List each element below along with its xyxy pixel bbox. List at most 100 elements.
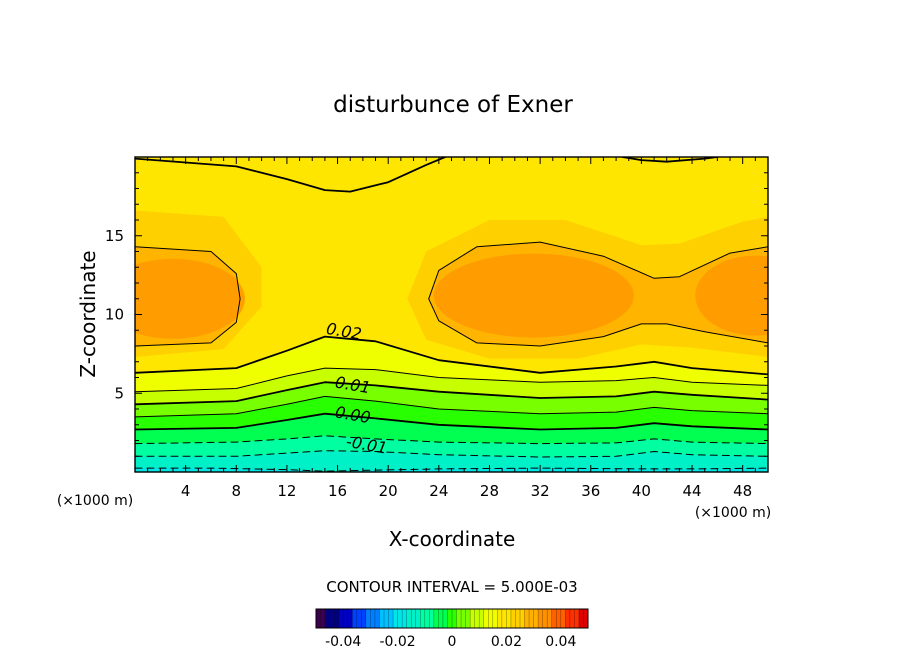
colorbar-segment-37: [483, 609, 489, 628]
colorbar-segment-0: [316, 609, 321, 628]
colorbar-segment-58: [578, 609, 584, 628]
colorbar-tick-label-4: 0.04: [545, 634, 576, 650]
contour-line-8: [135, 246, 241, 347]
colorbar-segment-54: [560, 609, 566, 628]
colorbar-segment-40: [497, 609, 503, 628]
x-axis: 4 8 12 16 20 24 28 32 36 40 44 48: [147, 157, 756, 500]
colorbar-segment-35: [474, 609, 480, 628]
x-tick-label-44: 44: [682, 482, 701, 500]
colorbar-segment-49: [538, 609, 543, 628]
colorbar-segment-55: [565, 609, 571, 628]
x-unit-left: (×1000 m): [57, 493, 133, 509]
colorbar-segment-15: [384, 609, 389, 628]
colorbar-segment-43: [510, 609, 516, 628]
contour-line-7: [135, 335, 768, 376]
y-tick-label-5: 5: [114, 384, 124, 402]
colorbar-segment-47: [529, 609, 534, 628]
colorbar-segment-8: [352, 609, 358, 628]
colorbar-segment-23: [420, 609, 426, 628]
colorbar-segment-25: [429, 609, 435, 628]
colorbar-segment-29: [447, 609, 453, 628]
colorbar-segment-48: [533, 609, 539, 628]
x-axis-label: X-coordinate: [389, 527, 516, 551]
colorbar-tick-label-0: -0.04: [325, 634, 361, 650]
colorbar-segment-44: [515, 609, 521, 628]
colorbar-segment-20: [406, 609, 412, 628]
colorbar-segment-28: [442, 609, 448, 628]
colorbar-segment-36: [479, 609, 485, 628]
contour-line-1: [135, 450, 768, 458]
x-tick-label-4: 4: [181, 482, 191, 500]
contour-line-3: [135, 412, 768, 431]
x-tick-label-12: 12: [277, 482, 296, 500]
contour-line-6: [135, 367, 768, 393]
chart-title: disturbunce of Exner: [333, 92, 573, 118]
x-tick-label-36: 36: [581, 482, 600, 500]
colorbar-segment-56: [569, 609, 575, 628]
y-tick-label-15: 15: [105, 227, 124, 245]
colorbar-segment-13: [374, 609, 380, 628]
x-tick-label-16: 16: [328, 482, 347, 500]
x-tick-label-24: 24: [429, 482, 448, 500]
contour-line-5: [135, 381, 768, 406]
x-unit-right: (×1000 m): [695, 505, 771, 521]
colorbar-segment-1: [320, 609, 326, 628]
fill-max-right: [695, 255, 768, 336]
colorbar-segment-9: [356, 609, 362, 628]
colorbar-tick-label-1: -0.02: [379, 634, 415, 650]
contour-interval-text: CONTOUR INTERVAL = 5.000E-03: [326, 578, 577, 596]
plot-area: [135, 157, 768, 472]
colorbar-segment-39: [492, 609, 498, 628]
colorbar-segment-19: [402, 609, 407, 628]
colorbar-segment-5: [338, 609, 344, 628]
colorbar-tick-label-3: 0.02: [491, 634, 522, 650]
colorbar-tick-label-2: 0: [448, 634, 457, 650]
colorbar-segment-53: [556, 609, 562, 628]
colorbar-segment-7: [347, 609, 353, 628]
fill-max-left: [135, 258, 245, 339]
colorbar-segment-22: [415, 609, 421, 628]
colorbar-frame: [315, 608, 589, 629]
colorbar-segment-38: [488, 609, 494, 628]
colorbar-segment-11: [365, 609, 371, 628]
colorbar-segment-17: [393, 609, 398, 628]
x-tick-label-48: 48: [733, 482, 752, 500]
contour-line-11: [621, 157, 719, 163]
x-tick-label-28: 28: [480, 482, 499, 500]
colorbar-segment-26: [433, 609, 439, 628]
colorbar-ticks: -0.04 -0.02 0 0.02 0.04: [325, 634, 576, 650]
colorbar-segment-21: [411, 609, 417, 628]
colorbar-segment-41: [501, 609, 507, 628]
colorbar-segment-51: [547, 609, 553, 628]
colorbar-segment-31: [456, 609, 462, 628]
colorbar-segment-3: [329, 609, 335, 628]
y-axis: 5 10 15: [105, 172, 768, 457]
contour-line-9: [428, 241, 768, 347]
colorbar-segment-27: [438, 609, 444, 628]
colorbar-segment-42: [506, 609, 512, 628]
colorbar-segment-32: [461, 609, 466, 628]
contour-line-4: [135, 395, 768, 418]
colorbar-segment-6: [343, 609, 349, 628]
colorbar-segment-30: [452, 609, 457, 628]
colorbar-segment-45: [520, 609, 525, 628]
y-tick-label-10: 10: [105, 306, 124, 324]
colorbar-segment-14: [379, 609, 385, 628]
colorbar-segment-24: [424, 609, 430, 628]
x-tick-label-32: 32: [531, 482, 550, 500]
y-axis-label: Z-coordinate: [76, 250, 100, 377]
contour-line-10: [135, 157, 447, 193]
x-tick-label-40: 40: [632, 482, 651, 500]
colorbar-segment-2: [325, 609, 330, 628]
colorbar-segment-59: [583, 609, 589, 628]
colorbar-segment-52: [551, 609, 557, 628]
colorbar-segment-57: [574, 609, 580, 628]
fill-band-1: [135, 450, 768, 472]
colorbar-segment-34: [470, 609, 475, 628]
colorbar-segment-50: [542, 609, 548, 628]
colorbar-segment-10: [361, 609, 367, 628]
colorbar: [315, 608, 589, 629]
colorbar-segment-46: [524, 609, 530, 628]
colorbar-segment-18: [397, 609, 403, 628]
